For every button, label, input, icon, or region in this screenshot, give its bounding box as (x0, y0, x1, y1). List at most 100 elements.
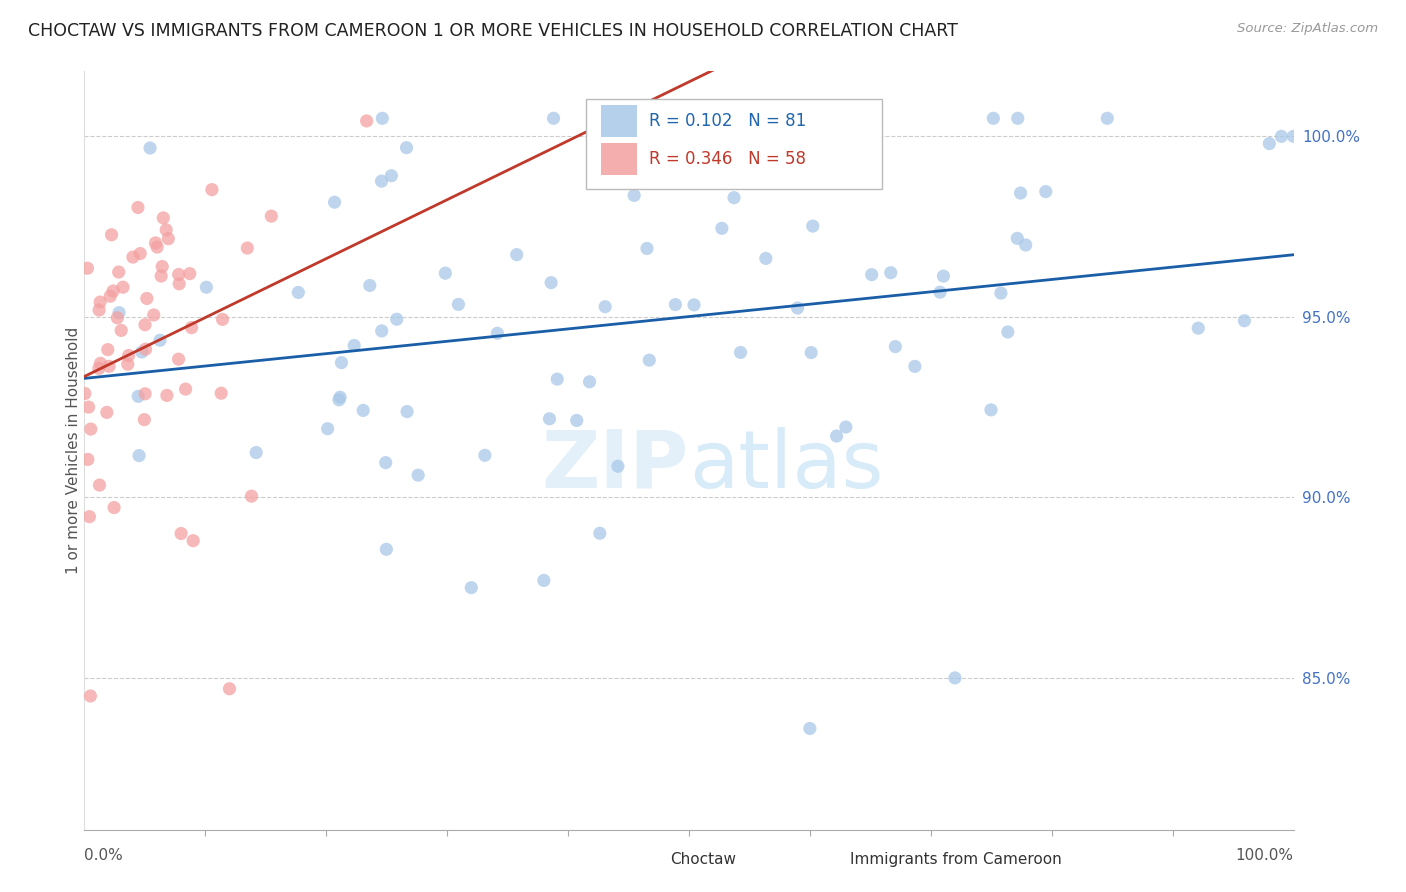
Point (884, 340, 907, 354)
Point (89, 356, 111, 370)
Point (209, 386, 232, 401)
Point (135, 292, 157, 306)
Point (904, 359, 927, 374)
Text: Immigrants from Cameroon: Immigrants from Cameroon (851, 852, 1062, 867)
Point (370, 174, 392, 188)
Point (236, 241, 259, 255)
Point (134, 386, 156, 401)
Point (316, 422, 339, 436)
Point (134, 412, 156, 426)
Point (117, 357, 139, 371)
Point (167, 352, 190, 367)
Point (1015, 238, 1038, 252)
Point (623, 188, 645, 202)
Point (447, 297, 470, 311)
Point (100, 227, 122, 242)
Text: Choctaw: Choctaw (671, 852, 735, 867)
Text: 100.0%: 100.0% (1236, 847, 1294, 863)
Point (170, 526, 193, 541)
Point (533, 574, 555, 588)
Point (260, 209, 283, 223)
Point (406, 468, 429, 483)
Point (578, 375, 600, 389)
Point (127, 201, 149, 215)
Point (103, 500, 125, 515)
Point (179, 267, 201, 281)
Point (129, 246, 152, 260)
Point (134, 318, 156, 332)
Point (80, 422, 103, 436)
Point (1270, 129, 1292, 144)
Point (932, 269, 955, 284)
Point (352, 403, 374, 417)
Point (565, 413, 588, 427)
Point (943, 671, 966, 685)
Point (723, 191, 745, 205)
Point (929, 285, 952, 300)
Point (111, 280, 134, 294)
Point (330, 355, 353, 369)
Point (638, 353, 661, 368)
Point (546, 372, 568, 386)
Point (375, 542, 398, 557)
Point (150, 268, 173, 283)
Point (180, 320, 202, 334)
Point (96, 405, 118, 419)
Point (1007, 231, 1029, 245)
Point (385, 312, 408, 326)
Point (98, 359, 121, 374)
FancyBboxPatch shape (600, 105, 637, 137)
Point (135, 342, 157, 356)
Point (139, 141, 162, 155)
Point (201, 183, 224, 197)
Point (107, 265, 129, 279)
Point (110, 323, 132, 337)
Point (980, 402, 1002, 417)
Text: R = 0.102   N = 81: R = 0.102 N = 81 (650, 112, 806, 130)
Point (174, 382, 197, 396)
Point (108, 306, 131, 320)
Point (167, 268, 190, 282)
Point (1097, 112, 1119, 126)
Y-axis label: 1 or more Vehicles in Household: 1 or more Vehicles in Household (66, 326, 80, 574)
Point (131, 345, 153, 359)
Point (370, 324, 392, 338)
Point (538, 412, 561, 426)
Point (786, 301, 808, 315)
Point (860, 268, 883, 282)
Point (1233, 314, 1256, 328)
Point (328, 392, 350, 407)
Text: R = 0.346   N = 58: R = 0.346 N = 58 (650, 151, 806, 169)
Point (79, 689, 101, 703)
Point (835, 420, 858, 434)
Point (613, 163, 636, 178)
Point (997, 325, 1019, 339)
Point (127, 389, 149, 403)
Point (77, 400, 100, 414)
Point (142, 308, 165, 322)
Point (1187, 321, 1209, 335)
Point (1282, 129, 1305, 144)
Point (167, 277, 190, 291)
Point (128, 449, 150, 463)
Point (73, 386, 96, 401)
Point (122, 250, 145, 264)
Point (150, 260, 173, 274)
Point (157, 232, 180, 246)
Point (589, 526, 612, 541)
Point (1035, 185, 1057, 199)
Point (434, 266, 457, 280)
Point (593, 300, 616, 314)
Point (218, 681, 240, 696)
Point (245, 445, 267, 459)
Point (343, 338, 366, 352)
Point (540, 276, 562, 290)
Point (240, 489, 263, 503)
Point (880, 266, 903, 280)
Point (710, 221, 733, 235)
Point (117, 349, 139, 363)
Point (801, 219, 824, 233)
Point (98, 289, 121, 303)
Point (79, 509, 101, 524)
Point (323, 195, 346, 210)
